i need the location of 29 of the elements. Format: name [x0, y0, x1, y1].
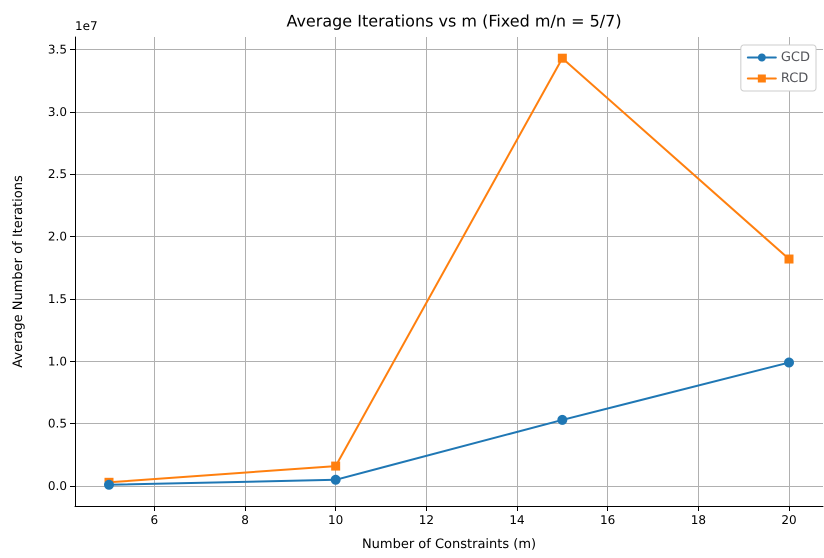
point: [104, 480, 114, 490]
x-tick-label: 6: [150, 513, 158, 527]
x-tick-label: 12: [418, 513, 434, 527]
point: [330, 474, 341, 485]
point: [558, 54, 567, 63]
x-tick-label: 8: [241, 513, 249, 527]
x-tick-label: 16: [600, 513, 616, 527]
chart-title: Average Iterations vs m (Fixed m/n = 5/7): [286, 12, 622, 30]
y-tick-label: 1.5: [48, 292, 67, 306]
point: [331, 462, 340, 471]
y-tick-label: 0.0: [48, 479, 67, 494]
x-tick-label: 10: [328, 513, 344, 527]
y-tick-label: 3.5: [48, 42, 67, 56]
x-tick-label: 20: [781, 513, 797, 527]
y-axis-title: Average Number of Iterations: [11, 175, 26, 368]
y-tick-label: 2.0: [48, 230, 67, 244]
point: [784, 358, 794, 368]
legend-label: GCD: [780, 50, 810, 65]
y-tick-label: 2.5: [48, 167, 67, 182]
point: [784, 254, 794, 264]
text: 1e7: [75, 19, 98, 33]
legend-label: RCD: [780, 71, 808, 86]
y-tick-label: 1.0: [48, 354, 67, 368]
x-axis-title: Number of Constraints (m): [362, 537, 536, 552]
y-tick-label: 0.5: [48, 416, 67, 431]
y-tick-label: 3.0: [48, 104, 67, 119]
x-tick-label: 14: [509, 513, 525, 527]
x-tick-label: 18: [690, 513, 706, 527]
point: [557, 414, 568, 425]
